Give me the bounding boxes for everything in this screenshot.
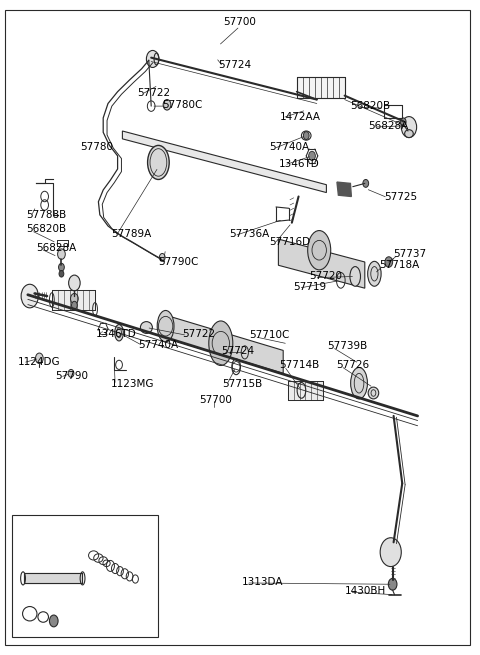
Circle shape [49, 615, 58, 627]
Text: 57726: 57726 [336, 360, 369, 370]
Circle shape [385, 257, 393, 267]
Circle shape [163, 100, 171, 110]
Ellipse shape [140, 322, 153, 333]
Text: 1430BH: 1430BH [345, 586, 386, 596]
Ellipse shape [350, 267, 360, 286]
Circle shape [58, 249, 65, 259]
Text: 57739B: 57739B [327, 341, 368, 351]
Text: 57788B: 57788B [26, 210, 67, 220]
Ellipse shape [209, 321, 233, 365]
Ellipse shape [157, 310, 174, 342]
Text: 57722: 57722 [182, 329, 216, 339]
Ellipse shape [368, 387, 379, 399]
Polygon shape [337, 182, 351, 196]
Text: 57715B: 57715B [222, 379, 262, 389]
Ellipse shape [350, 367, 368, 399]
Text: 57790: 57790 [55, 371, 88, 381]
Text: 1124DG: 1124DG [18, 356, 61, 367]
Bar [12, 515, 158, 637]
Circle shape [380, 538, 401, 567]
Text: 56820B: 56820B [26, 224, 67, 234]
Text: 57700: 57700 [199, 394, 232, 405]
Text: 57736A: 57736A [229, 229, 270, 240]
Circle shape [363, 179, 369, 187]
Ellipse shape [368, 261, 381, 286]
Polygon shape [122, 131, 326, 193]
Circle shape [21, 284, 38, 308]
Text: 57740A: 57740A [269, 142, 309, 153]
Circle shape [59, 263, 64, 271]
Circle shape [401, 117, 417, 138]
Text: 57719: 57719 [293, 282, 326, 292]
Text: 57724: 57724 [218, 60, 252, 71]
Text: 1313DA: 1313DA [241, 576, 283, 587]
Text: 57722: 57722 [137, 88, 170, 98]
Circle shape [69, 275, 80, 291]
Text: 57780: 57780 [81, 142, 114, 153]
Polygon shape [163, 314, 283, 373]
Text: 56828A: 56828A [369, 121, 409, 131]
Circle shape [400, 118, 406, 126]
Text: 57714B: 57714B [279, 360, 320, 370]
Text: 57710C: 57710C [250, 330, 290, 341]
Ellipse shape [115, 325, 123, 341]
Ellipse shape [308, 231, 331, 270]
Text: 1123MG: 1123MG [110, 379, 154, 389]
Circle shape [388, 578, 397, 590]
Circle shape [146, 50, 159, 67]
Circle shape [159, 253, 165, 261]
Circle shape [71, 293, 78, 304]
Text: 56828A: 56828A [36, 242, 76, 253]
Text: 57720: 57720 [310, 271, 343, 282]
Circle shape [72, 301, 77, 309]
Text: 57716D: 57716D [269, 237, 310, 248]
Text: 1346TD: 1346TD [278, 159, 319, 169]
Ellipse shape [241, 346, 249, 359]
Text: 57737: 57737 [394, 249, 427, 259]
Ellipse shape [148, 145, 169, 179]
Circle shape [59, 271, 64, 277]
Text: 57780C: 57780C [162, 100, 203, 110]
Circle shape [309, 151, 315, 160]
Text: 57789A: 57789A [111, 229, 152, 240]
Polygon shape [278, 239, 365, 288]
Text: 1472AA: 1472AA [279, 111, 320, 122]
Text: 57700: 57700 [224, 17, 256, 28]
Text: 57740A: 57740A [138, 339, 179, 350]
Circle shape [303, 132, 309, 140]
Ellipse shape [405, 130, 413, 138]
Text: 57718A: 57718A [379, 259, 420, 270]
Circle shape [68, 369, 74, 377]
Text: 1346TD: 1346TD [96, 329, 137, 339]
Text: 57790C: 57790C [158, 257, 199, 267]
Text: 57724: 57724 [221, 346, 254, 356]
Circle shape [36, 353, 43, 364]
Text: 56820B: 56820B [350, 101, 391, 111]
Text: 57725: 57725 [384, 191, 417, 202]
